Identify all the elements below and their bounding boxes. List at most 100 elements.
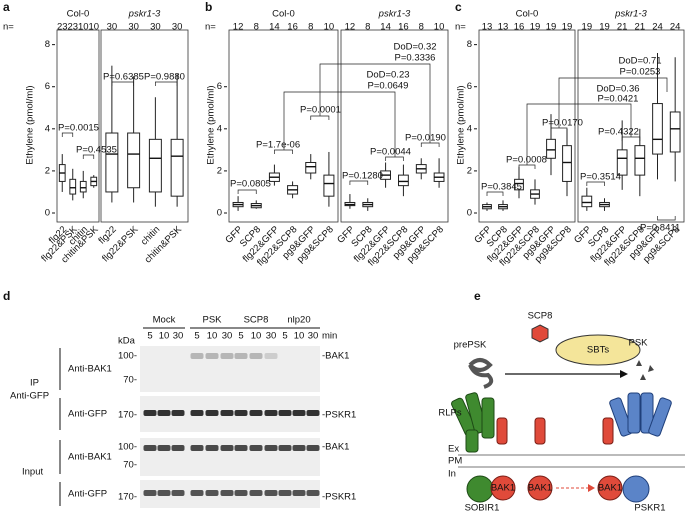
n-count: 12 <box>345 22 356 33</box>
facet-title: Col-0 <box>516 9 539 20</box>
bracket <box>310 115 330 120</box>
band <box>292 410 306 416</box>
panel-label: c <box>455 0 462 14</box>
n-count: 21 <box>617 22 628 33</box>
kda-marker: 100- <box>118 442 137 453</box>
band <box>306 410 320 416</box>
box <box>616 149 628 176</box>
bracket <box>621 136 641 141</box>
box <box>148 138 162 193</box>
box <box>127 132 141 189</box>
annotation: P=0.0044 <box>370 147 411 158</box>
diagram-label: PSKR1 <box>634 503 665 514</box>
y-tick-label: 2 <box>217 165 222 176</box>
box <box>562 145 572 182</box>
band <box>190 353 204 359</box>
n-count: 24 <box>670 22 681 33</box>
ip-label: IP <box>30 378 39 389</box>
box <box>514 178 524 191</box>
box <box>581 195 593 208</box>
comparison-line <box>283 91 396 157</box>
n-count: 13 <box>498 22 509 33</box>
n-label: n= <box>3 22 14 33</box>
box <box>305 161 317 174</box>
n-count: 24 <box>652 22 663 33</box>
band <box>264 410 278 416</box>
sobir1-kinase <box>466 475 494 503</box>
facet-title: pskr1-3 <box>128 9 161 20</box>
y-tick-label: 2 <box>467 165 472 176</box>
blot-image <box>140 346 320 392</box>
n-count: 14 <box>269 22 280 33</box>
ip-antibody: Anti-GFP <box>10 391 49 402</box>
pskr1-kinase <box>622 475 650 503</box>
time-label: 30 <box>222 331 233 342</box>
band <box>143 445 157 451</box>
band <box>205 445 219 451</box>
y-tick-label: 4 <box>467 123 472 134</box>
annotation: P=0.3336 <box>395 53 436 64</box>
band <box>205 410 219 416</box>
n-count: 19 <box>599 22 610 33</box>
band <box>220 445 234 451</box>
time-label: 5 <box>194 331 199 342</box>
bracket <box>518 164 536 169</box>
facet-frame <box>100 29 189 223</box>
n-count: 23 <box>67 22 78 33</box>
y-tick-label: 6 <box>467 81 472 92</box>
diagram-label: BAK1 <box>598 483 622 494</box>
rlp-domain <box>451 392 495 453</box>
box <box>669 111 681 153</box>
band <box>205 353 219 359</box>
annotation: P=0.4535 <box>76 145 117 156</box>
band <box>306 445 320 451</box>
diagram-label: In <box>448 469 456 480</box>
comparison-line <box>558 77 668 128</box>
bracket <box>420 142 440 147</box>
n-count: 8 <box>308 22 313 33</box>
band <box>264 445 278 451</box>
band <box>171 410 185 416</box>
antibody-label: Anti-GFP <box>68 489 107 500</box>
diagram-label: BAK1 <box>491 483 515 494</box>
time-label: 30 <box>308 331 319 342</box>
n-count: 14 <box>380 22 391 33</box>
n-count: 8 <box>365 22 370 33</box>
band <box>249 353 263 359</box>
box <box>398 174 409 187</box>
annotation: DoD=0.32 <box>393 42 436 53</box>
bracket <box>586 181 605 186</box>
panel-label: b <box>205 0 212 14</box>
annotation: DoD=0.36 <box>596 84 639 95</box>
kda-marker: 70- <box>123 460 137 471</box>
annotation: P=0.0190 <box>405 133 446 144</box>
bracket <box>155 81 178 86</box>
annotation: P=0.0649 <box>368 81 409 92</box>
diagram-shapes <box>451 324 685 503</box>
annotation: P=0.6385 <box>103 72 144 83</box>
y-tick-label: 4 <box>217 123 222 134</box>
diagram-label: SOBIR1 <box>465 503 500 514</box>
bak1-kinase <box>527 475 553 501</box>
band <box>234 410 248 416</box>
annotation: P=0.0008 <box>506 155 547 166</box>
band <box>143 490 157 496</box>
band <box>278 445 292 451</box>
facet-title: pskr1-3 <box>378 9 411 20</box>
time-unit: min <box>322 331 337 342</box>
n-count: 19 <box>582 22 593 33</box>
bak1-kinase <box>490 475 516 501</box>
annotation: P=0.8411 <box>640 223 680 234</box>
kda-marker: 170- <box>118 410 137 421</box>
band <box>190 410 204 416</box>
diagram-label: SBTs <box>587 345 609 356</box>
box <box>652 103 663 155</box>
band <box>249 490 263 496</box>
y-axis-label: Ethylene (pmol/ml) <box>206 85 217 164</box>
facet-title: pskr1-3 <box>614 9 647 20</box>
facet-frame <box>577 29 685 223</box>
annotation: DoD=0.23 <box>366 70 409 81</box>
annotation: P=0.4322 <box>598 127 639 138</box>
band <box>143 410 157 416</box>
band <box>190 490 204 496</box>
